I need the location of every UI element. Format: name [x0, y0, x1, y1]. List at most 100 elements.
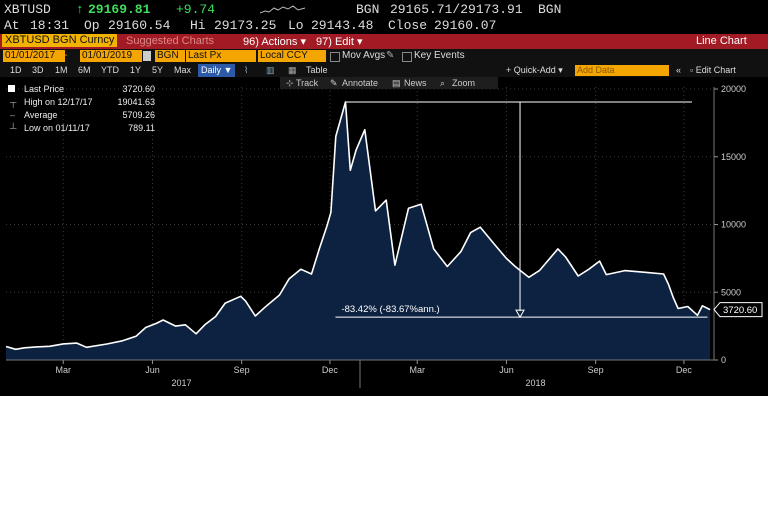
- security-field[interactable]: XBTUSD BGN Curncy: [2, 34, 118, 47]
- track-icon[interactable]: ⊹: [286, 78, 294, 88]
- at-label: At: [4, 18, 20, 33]
- chart-type-title: Line Chart: [696, 35, 747, 47]
- edit-label: 97) Edit: [316, 36, 354, 48]
- up-arrow-icon: ↑: [76, 2, 84, 17]
- legend-value: 3720.60: [122, 84, 155, 94]
- edit-chart-button[interactable]: ▫ Edit Chart: [690, 65, 736, 75]
- close-value: 29160.07: [434, 18, 497, 33]
- calendar-icon[interactable]: [143, 51, 151, 61]
- actions-menu[interactable]: 96) Actions ▾: [243, 36, 306, 48]
- quick-add-button[interactable]: + Quick-Add ▾: [506, 65, 563, 75]
- last-price-swatch: [8, 85, 15, 92]
- x-tick-label: Sep: [588, 365, 604, 375]
- x-tick-label: Jun: [145, 365, 160, 375]
- collapse-icon[interactable]: «: [676, 65, 682, 75]
- last-price-value: 3720.60: [723, 305, 757, 316]
- track-button[interactable]: Track: [296, 78, 319, 88]
- legend-label: High on 12/17/17: [24, 97, 93, 107]
- x-tick-label: Mar: [409, 365, 425, 375]
- currency-selector[interactable]: Local CCY: [258, 50, 326, 62]
- x-year-label: 2018: [526, 378, 546, 388]
- source-field[interactable]: BGN: [155, 50, 185, 62]
- period-3d[interactable]: 3D: [32, 65, 44, 75]
- suggested-charts-menu[interactable]: Suggested Charts: [126, 35, 215, 47]
- period-5y[interactable]: 5Y: [152, 65, 164, 75]
- edit-chart-label: Edit Chart: [695, 65, 736, 75]
- sparkline-icon: [260, 5, 306, 14]
- annotate-button[interactable]: Annotate: [342, 78, 379, 88]
- y-tick-label: 15000: [721, 152, 746, 162]
- y-tick-label: 10000: [721, 220, 746, 230]
- chart-title-bar: XBTUSD BGN Curncy Suggested Charts 96) A…: [0, 34, 768, 49]
- news-icon[interactable]: ▤: [392, 78, 401, 88]
- line-style-icon[interactable]: ⌇: [244, 65, 249, 75]
- x-axis: Mar Jun Sep Dec Mar Jun Sep Dec 2017 2018: [6, 359, 714, 388]
- end-date-field[interactable]: 01/01/2019: [80, 50, 142, 62]
- low-label: Lo: [288, 18, 304, 33]
- key-events-checkbox[interactable]: [402, 52, 412, 62]
- mov-avgs-label: Mov Avgs: [342, 50, 386, 61]
- date-separator: -: [64, 50, 68, 61]
- open-value: 29160.54: [108, 18, 171, 33]
- x-tick-label: Sep: [234, 365, 250, 375]
- high-marker-icon: ┬: [10, 97, 17, 107]
- x-year-label: 2017: [172, 378, 192, 388]
- table-button[interactable]: Table: [306, 65, 328, 75]
- source-a: BGN: [356, 2, 380, 17]
- field-selector[interactable]: Last Px: [186, 50, 256, 62]
- bloomberg-chart-window: XBTUSD ↑ 29169.81 +9.74 BGN 29165.71/291…: [0, 0, 768, 396]
- quote-line-2: At 18:31 Op 29160.54 Hi 29173.25 Lo 2914…: [0, 18, 768, 34]
- quick-add-label: Quick-Add: [513, 65, 556, 75]
- x-tick-label: Jun: [499, 365, 514, 375]
- bar-style-icon[interactable]: ▥: [266, 65, 275, 75]
- actions-label: 96) Actions: [243, 36, 298, 48]
- annotate-icon[interactable]: ✎: [330, 78, 338, 88]
- change-annotation: -83.42% (-83.67%ann.): [335, 101, 708, 319]
- quote-line-1: XBTUSD ↑ 29169.81 +9.74 BGN 29165.71/291…: [0, 2, 768, 18]
- period-ytd[interactable]: YTD: [101, 65, 119, 75]
- pencil-icon[interactable]: ✎: [386, 50, 395, 61]
- table-icon[interactable]: ▦: [288, 65, 297, 75]
- annotation-text: -83.42% (-83.67%ann.): [341, 304, 439, 315]
- legend-value: 789.11: [128, 123, 155, 133]
- zoom-icon[interactable]: ⌕: [440, 78, 446, 88]
- average-marker-icon: –: [10, 110, 16, 120]
- legend-value: 5709.26: [122, 110, 155, 120]
- ticker: XBTUSD: [4, 2, 51, 17]
- high-value: 29173.25: [214, 18, 277, 33]
- y-tick-label: 0: [721, 355, 726, 365]
- period-1d[interactable]: 1D: [10, 65, 22, 75]
- close-label: Close: [388, 18, 428, 33]
- parameter-bar: 01/01/2017 - 01/01/2019 BGN Last Px Loca…: [0, 49, 768, 64]
- legend-label: Last Price: [24, 84, 65, 94]
- period-1m[interactable]: 1M: [55, 65, 68, 75]
- period-1y[interactable]: 1Y: [130, 65, 142, 75]
- chart-toolbar: ⊹ Track ✎ Annotate ▤ News ⌕ Zoom: [280, 77, 498, 89]
- y-tick-label: 5000: [721, 287, 741, 297]
- last-price-tag: [713, 302, 763, 318]
- last-price: 29169.81: [88, 2, 151, 17]
- y-tick-label: 20000: [721, 84, 746, 94]
- price-line: [5, 101, 711, 351]
- zoom-button[interactable]: Zoom: [452, 78, 476, 88]
- edit-menu[interactable]: 97) Edit ▾: [316, 36, 363, 48]
- period-6m[interactable]: 6M: [78, 65, 91, 75]
- legend-value: 19041.63: [117, 97, 155, 107]
- legend-label: Low on 01/11/17: [24, 123, 90, 133]
- frequency-dropdown[interactable]: Daily ▼: [198, 64, 236, 77]
- net-change: +9.74: [176, 2, 216, 17]
- x-tick-label: Mar: [55, 365, 71, 375]
- add-data-input[interactable]: Add Data: [575, 65, 669, 76]
- news-button[interactable]: News: [404, 78, 427, 88]
- start-date-field[interactable]: 01/01/2017: [3, 50, 65, 62]
- y-axis: 0 5000 10000 15000 20000 3720.60: [713, 84, 763, 365]
- period-max[interactable]: Max: [174, 65, 192, 75]
- annotation-arrowhead-icon: [515, 309, 525, 319]
- low-marker-icon: ┴: [10, 123, 17, 133]
- at-time: 18:31: [30, 18, 70, 33]
- price-area: [6, 102, 711, 360]
- x-tick-label: Dec: [676, 365, 693, 375]
- frequency-label: Daily: [201, 65, 222, 75]
- mov-avgs-checkbox[interactable]: [330, 52, 340, 62]
- source-b: BGN: [538, 2, 562, 17]
